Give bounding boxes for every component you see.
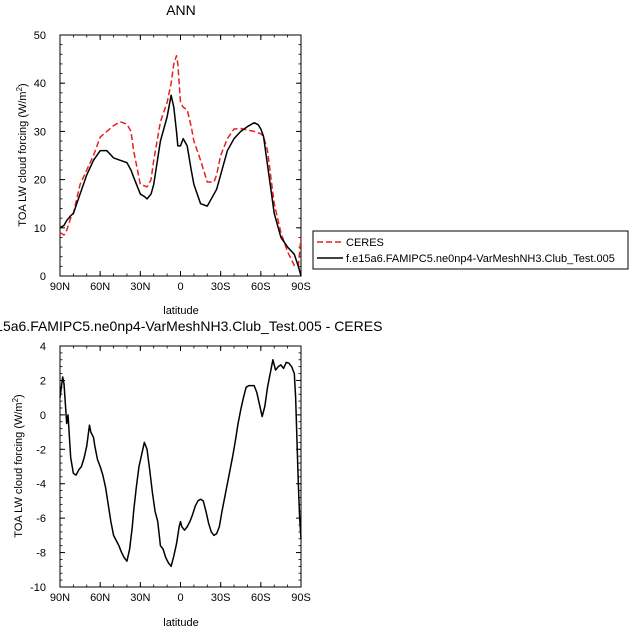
bottom-series bbox=[59, 359, 302, 568]
bottom-y-tick-label: 0 bbox=[40, 410, 46, 422]
legend: CERES f.e15a6.FAMIPC5.ne0np4-VarMeshNH3.… bbox=[312, 230, 629, 270]
bottom-y-tick-label: -4 bbox=[36, 479, 46, 491]
top-x-tick-label: 30N bbox=[130, 281, 150, 293]
top-y-tick-label: 40 bbox=[34, 78, 46, 90]
bottom-series-line-1 bbox=[59, 359, 302, 568]
bottom-y-tick-label: 4 bbox=[40, 341, 46, 353]
top-series bbox=[59, 54, 302, 277]
bottom-y-tick-label: -6 bbox=[36, 513, 46, 525]
top-x-tick-label: 60S bbox=[251, 281, 271, 293]
top-y-axis-title-close: ) bbox=[17, 83, 29, 87]
top-y-tick-label: 0 bbox=[40, 271, 46, 283]
bottom-x-tick-label: 90S bbox=[291, 592, 311, 604]
top-y-tick-label: 20 bbox=[34, 175, 46, 187]
bottom-x-tick-label: 30S bbox=[211, 592, 231, 604]
bottom-plot-frame bbox=[59, 345, 302, 588]
bottom-y-axis-title-close: ) bbox=[13, 394, 25, 398]
top-y-tick-label: 30 bbox=[34, 126, 46, 138]
bottom-chart-title: f.e15a6.FAMIPC5.ne0np4-VarMeshNH3.Club_T… bbox=[0, 318, 382, 334]
bottom-y-axis-title-main: TOA LW cloud forcing (W/m bbox=[13, 402, 25, 537]
bottom-y-tick-label: -10 bbox=[30, 582, 46, 594]
top-series-line-2 bbox=[59, 94, 302, 277]
top-x-tick-label: 90S bbox=[291, 281, 311, 293]
top-y-axis-title-sup: 2 bbox=[15, 86, 24, 91]
bottom-y-tick-label: -8 bbox=[36, 548, 46, 560]
legend-label-ceres: CERES bbox=[346, 237, 384, 249]
top-chart: ANN 90N 60N 30N 0 30S 60S 90S 0 10 20 30 40 50 latit… bbox=[15, 2, 311, 317]
legend-box bbox=[312, 230, 629, 270]
legend-label-model: f.e15a6.FAMIPC5.ne0np4-VarMeshNH3.Club_T… bbox=[346, 253, 615, 265]
bottom-y-tick-label: -2 bbox=[36, 444, 46, 456]
top-y-tick-label: 10 bbox=[34, 223, 46, 235]
top-x-tick-label: 30S bbox=[211, 281, 231, 293]
top-series-line-1 bbox=[59, 54, 302, 268]
bottom-y-axis-title: TOA LW cloud forcing (W/m2) bbox=[11, 394, 25, 537]
bottom-chart: f.e15a6.FAMIPC5.ne0np4-VarMeshNH3.Club_T… bbox=[0, 318, 382, 629]
bottom-x-axis-title: latitude bbox=[163, 617, 198, 629]
bottom-x-tick-label: 0 bbox=[177, 592, 183, 604]
bottom-x-tick-label: 60S bbox=[251, 592, 271, 604]
top-x-tick-label: 60N bbox=[90, 281, 110, 293]
top-ticks: 90N 60N 30N 0 30S 60S 90S 0 10 20 30 40 50 bbox=[34, 30, 311, 293]
bottom-x-tick-label: 60N bbox=[90, 592, 110, 604]
top-x-axis-title: latitude bbox=[163, 305, 198, 317]
top-y-tick-label: 50 bbox=[34, 30, 46, 42]
top-x-tick-label: 0 bbox=[177, 281, 183, 293]
top-y-axis-title: TOA LW cloud forcing (W/m2) bbox=[15, 83, 29, 226]
bottom-y-tick-label: 2 bbox=[40, 375, 46, 387]
top-chart-title: ANN bbox=[166, 2, 196, 18]
top-x-tick-label: 90N bbox=[50, 281, 70, 293]
bottom-x-tick-label: 30N bbox=[130, 592, 150, 604]
top-y-axis-title-main: TOA LW cloud forcing (W/m bbox=[17, 91, 29, 226]
bottom-x-tick-label: 90N bbox=[50, 592, 70, 604]
bottom-y-axis-title-sup: 2 bbox=[11, 397, 20, 402]
